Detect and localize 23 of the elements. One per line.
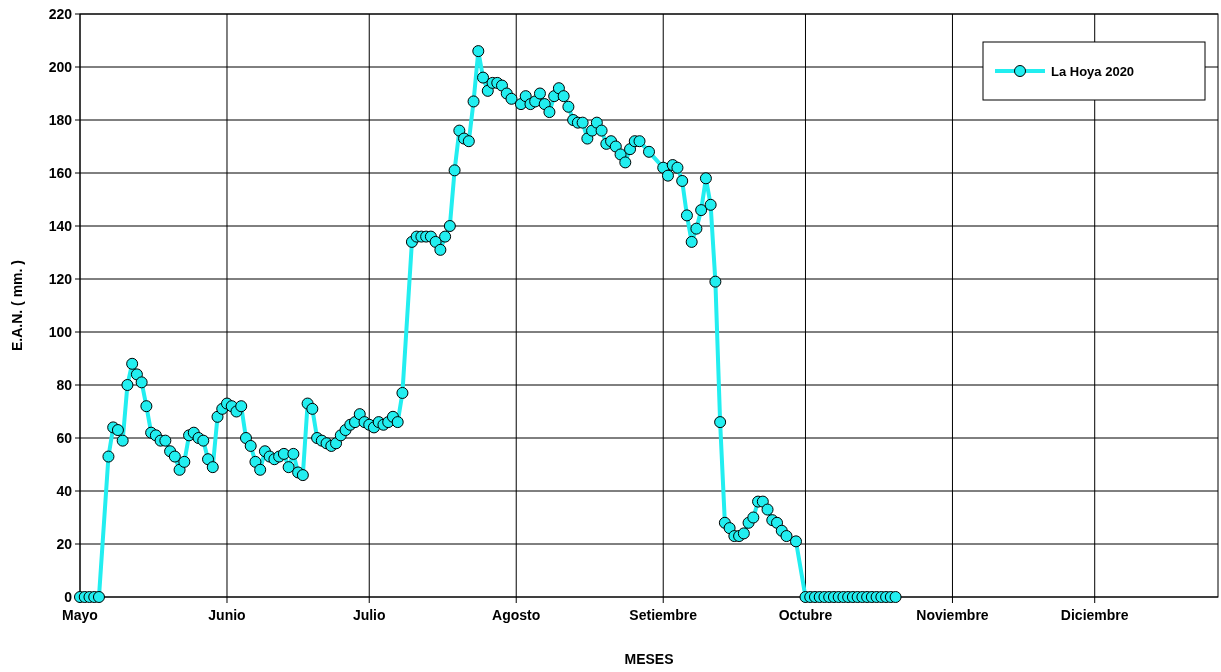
y-axis-title: E.A.N. ( mm. ) [9,259,25,352]
x-tick-label: Noviembre [916,607,989,623]
y-tick-label: 60 [56,429,73,446]
y-tick-label: 160 [48,164,73,181]
x-tick-label: Octubre [778,607,833,623]
x-tick-label: Julio [352,607,386,623]
y-tick-label: 80 [56,376,73,393]
x-tick-label: Mayo [62,607,98,623]
x-tick-label: Agosto [492,607,541,623]
y-tick-label: 100 [48,323,73,340]
x-axis-title: MESES [624,651,674,667]
y-tick-label: 20 [56,535,73,552]
y-tick-label: 120 [48,270,73,287]
y-tick-label: 0 [64,588,73,605]
y-tick-label: 220 [48,5,73,22]
y-tick-label: 140 [48,217,73,234]
legend-label: La Hoya 2020 [1051,63,1135,79]
x-tick-label: Junio [208,607,246,623]
x-tick-label: Setiembre [629,607,698,623]
y-tick-label: 200 [48,58,73,75]
y-tick-label: 40 [56,482,73,499]
y-tick-label: 180 [48,111,73,128]
x-tick-label: Diciembre [1060,607,1129,623]
